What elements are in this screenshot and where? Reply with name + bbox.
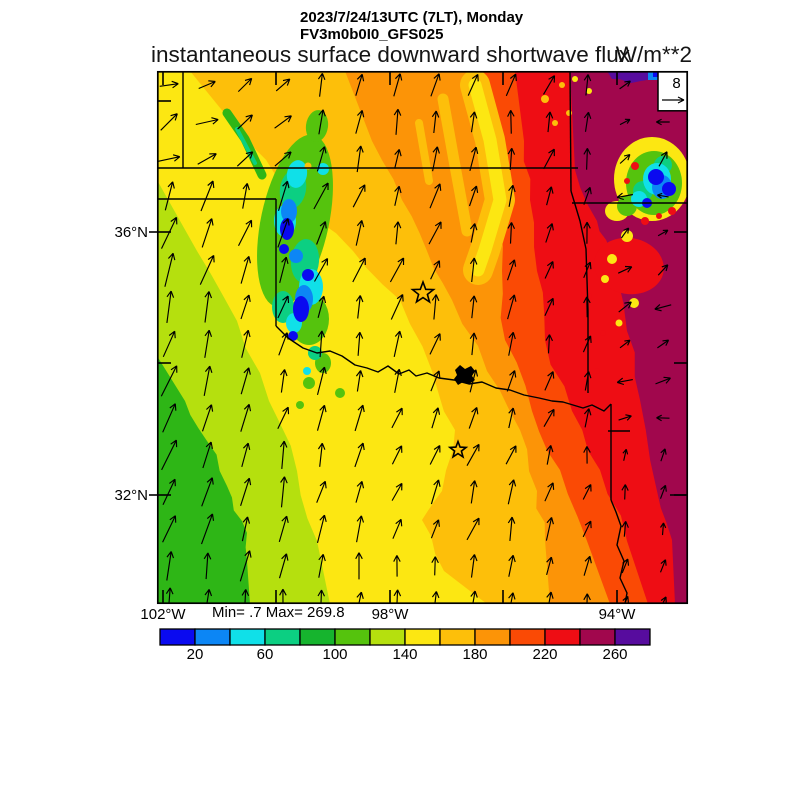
colorbar-segment — [194, 628, 231, 646]
minmax-label: Min= .7 Max= 269.8 — [212, 604, 345, 621]
lon-label-102w: 102°W — [140, 606, 186, 623]
colorbar-tick-label: 140 — [392, 646, 418, 663]
colorbar-segment — [369, 628, 406, 646]
model-run-label: FV3m0b0I0_GFS025 — [300, 26, 444, 43]
reference-vector-box: 8 — [657, 71, 688, 112]
colorbar-segment — [439, 628, 476, 646]
colorbar-segment — [299, 628, 336, 646]
colorbar-segment — [159, 628, 196, 646]
colorbar-segment — [264, 628, 301, 646]
map-frame — [156, 70, 689, 605]
colorbar-segment — [579, 628, 616, 646]
map-plot: 8 — [149, 70, 689, 605]
colorbar-tick-label: 180 — [462, 646, 488, 663]
colorbar — [159, 628, 651, 646]
colorbar-segment — [614, 628, 651, 646]
colorbar-segment — [334, 628, 371, 646]
colorbar-tick-label: 20 — [186, 646, 204, 663]
lon-label-98w: 98°W — [371, 606, 409, 623]
state-borders — [157, 71, 688, 604]
colorbar-tick-label: 220 — [532, 646, 558, 663]
lat-label-36n: 36°N — [114, 224, 148, 241]
lon-label-94w: 94°W — [598, 606, 636, 623]
wind-arrows-layer — [158, 72, 672, 604]
lake-texoma — [454, 365, 475, 385]
cloud-layer — [222, 71, 688, 409]
colorbar-segment — [474, 628, 511, 646]
colorbar-tick-label: 100 — [322, 646, 348, 663]
map-content — [157, 71, 688, 604]
colorbar-tick-label: 260 — [602, 646, 628, 663]
units-label: W/m**2 — [615, 42, 692, 67]
location-star-1 — [410, 279, 436, 304]
lat-label-32n: 32°N — [114, 487, 148, 504]
colorbar-segment — [404, 628, 441, 646]
colorbar-segment — [509, 628, 546, 646]
datetime-label: 2023/7/24/13UTC (7LT), Monday — [300, 9, 524, 26]
colorbar-tick-label: 60 — [256, 646, 274, 663]
colorbar-segment — [544, 628, 581, 646]
figure-title: instantaneous surface downward shortwave… — [151, 42, 631, 67]
location-star-2 — [447, 439, 469, 459]
reference-vector-value: 8 — [672, 75, 680, 92]
colorbar-segment — [229, 628, 266, 646]
